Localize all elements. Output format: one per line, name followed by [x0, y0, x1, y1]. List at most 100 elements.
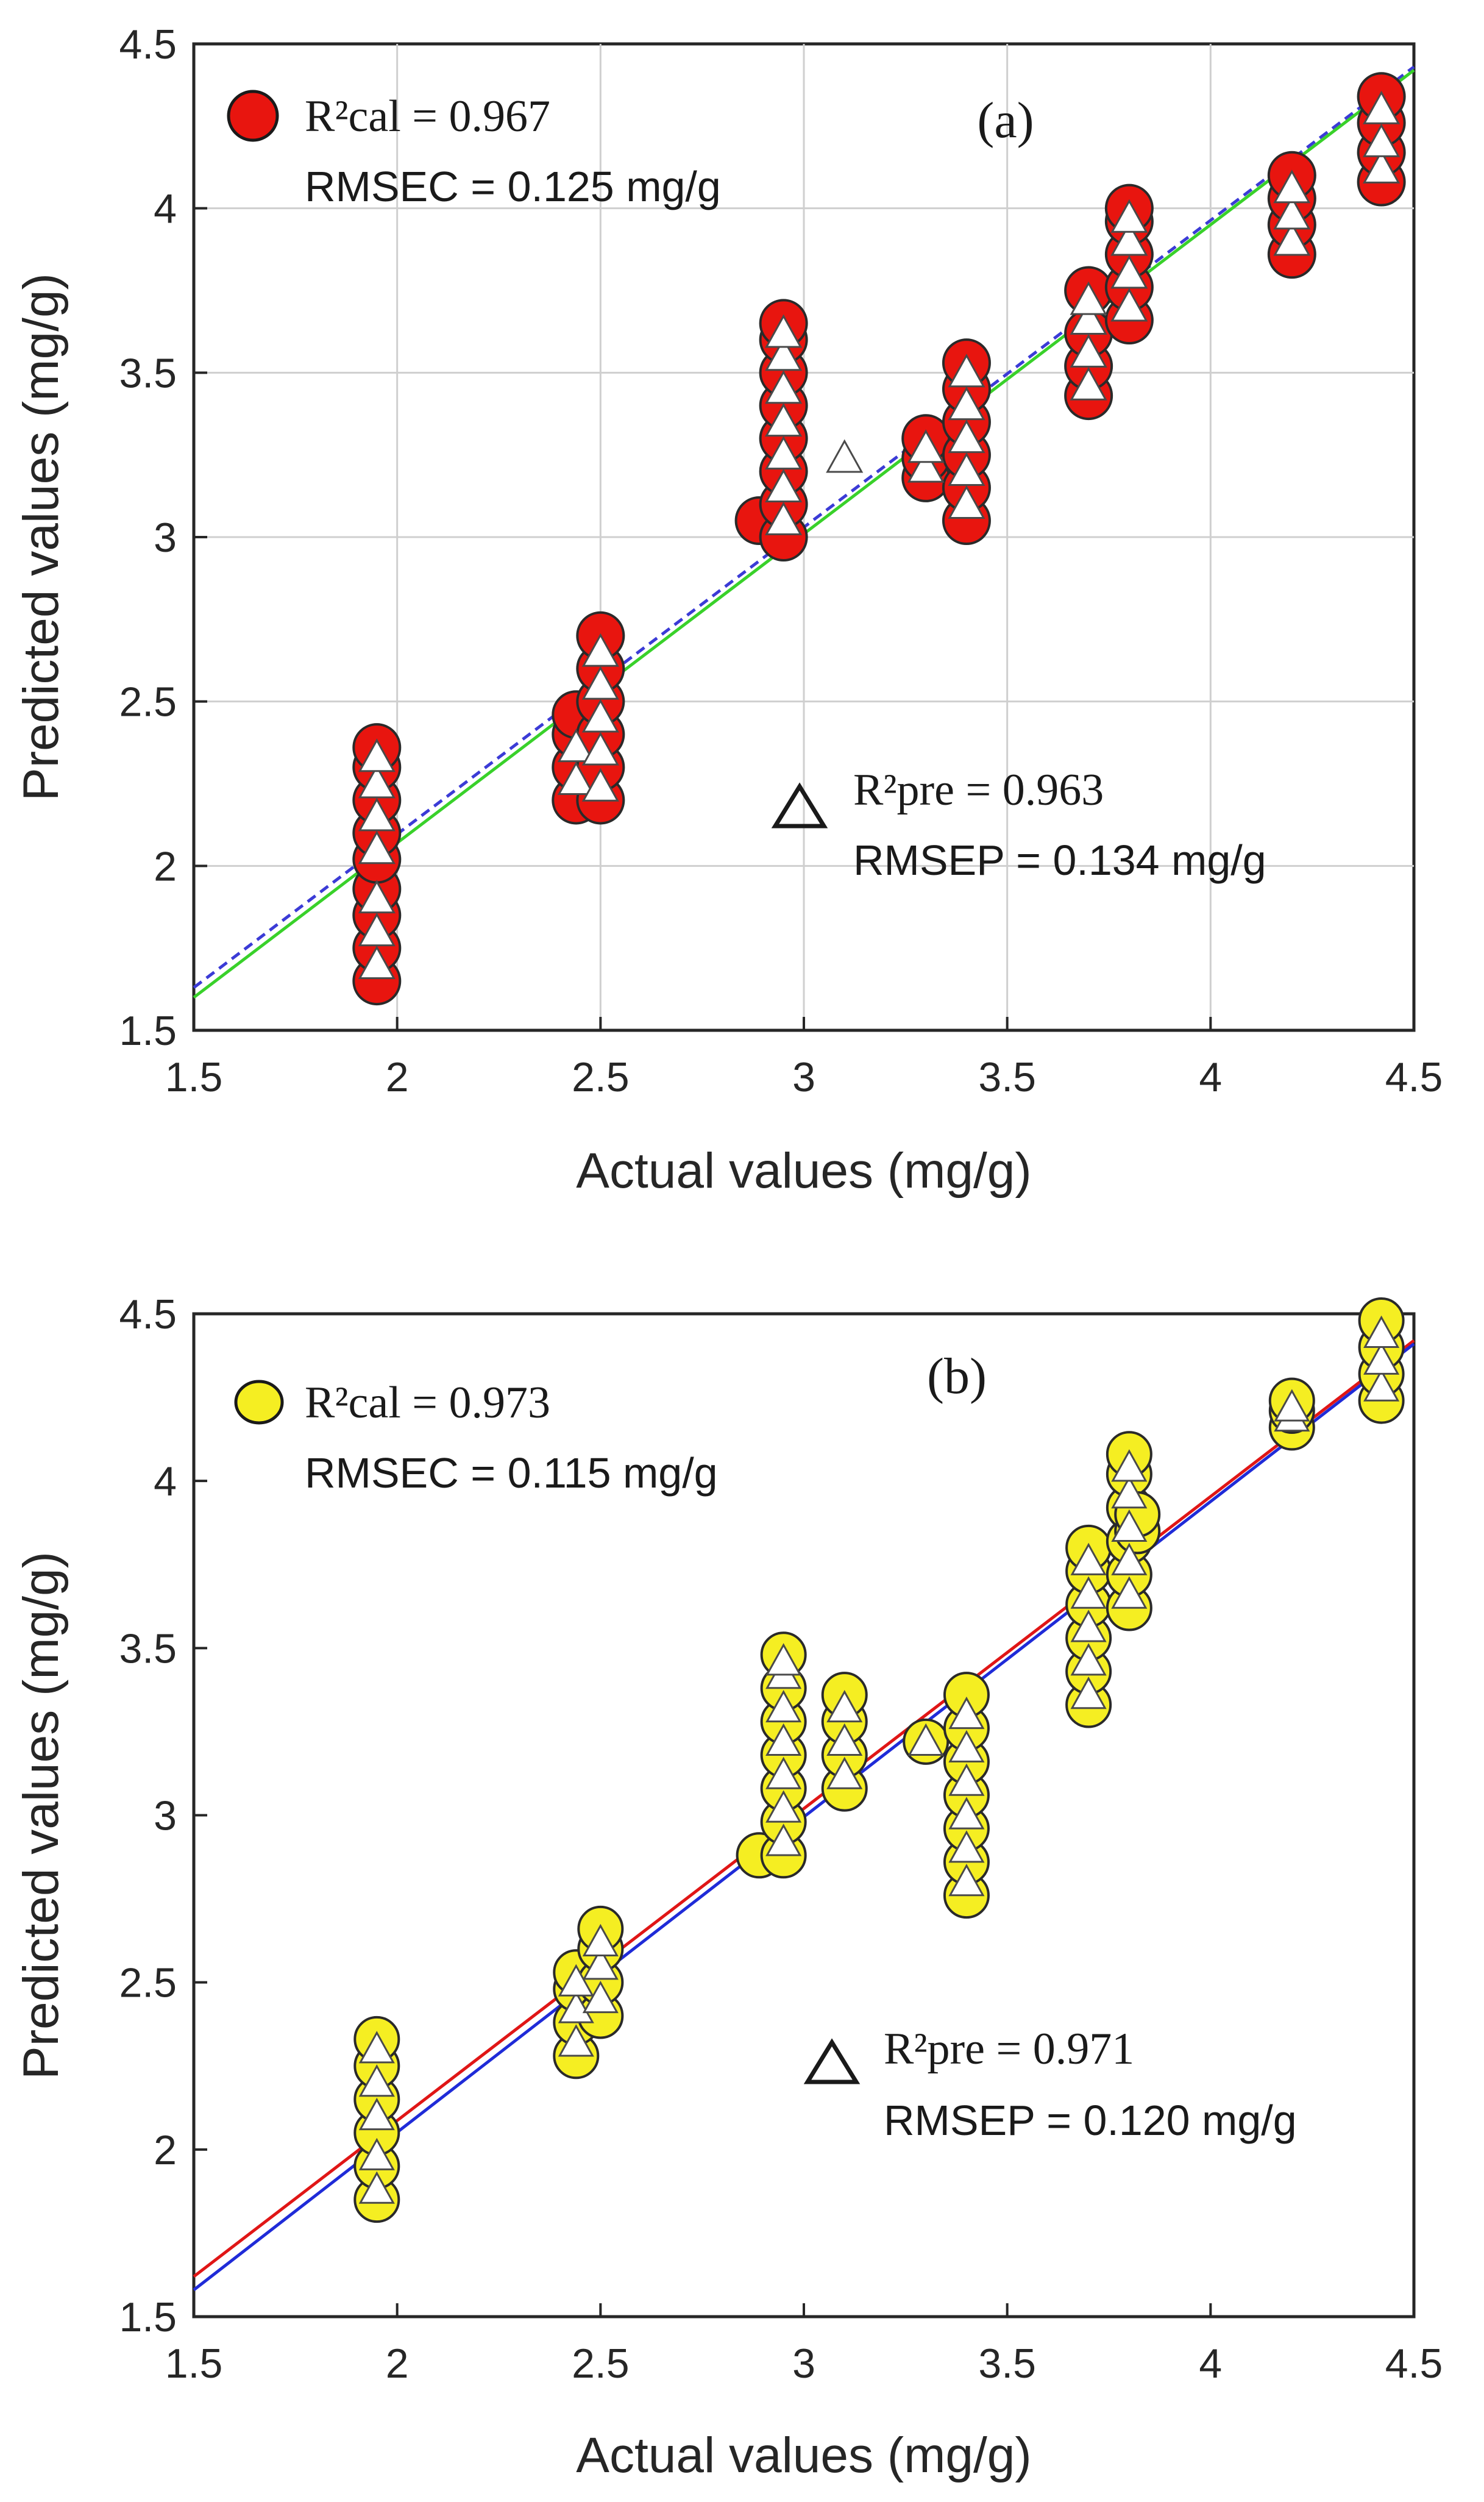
- panel-a: 1.5 2 2.5 3 3.5 4 4.5 1.5 2 2.5 3 3.5 4 4.5 Actual v…: [13, 21, 1443, 1199]
- prediction-point: [826, 439, 864, 473]
- prediction-point: [581, 633, 619, 667]
- prediction-point: [1110, 288, 1148, 322]
- prediction-point: [358, 764, 396, 799]
- prediction-point: [1070, 1609, 1107, 1642]
- pre-r2-b: R²pre = 0.971: [884, 2024, 1134, 2074]
- x-tick-label: 3.5: [978, 1054, 1036, 1100]
- pre-rmse-b: RMSEP = 0.120 mg/g: [884, 2097, 1297, 2144]
- x-tick-label: 4.5: [1385, 1054, 1443, 1100]
- prediction-point: [948, 452, 985, 486]
- prediction-point: [765, 1689, 802, 1723]
- prediction-point: [358, 946, 396, 980]
- prediction-point: [1070, 1643, 1107, 1676]
- prediction-point: [1111, 1509, 1148, 1542]
- prediction-point: [1363, 1369, 1400, 1402]
- x-axis-title-a: Actual values (mg/g): [576, 1143, 1031, 1199]
- prediction-point: [948, 1864, 985, 1897]
- prediction-point: [765, 1643, 802, 1676]
- panel-label-b: (b): [927, 1348, 987, 1405]
- prediction-point: [1110, 255, 1148, 289]
- prediction-point: [581, 666, 619, 700]
- prediction-point: [948, 419, 985, 454]
- y-axis-title-a: Predicted values (mg/g): [13, 273, 69, 801]
- prediction-point: [557, 761, 595, 796]
- prediction-point: [826, 1723, 863, 1756]
- legend-cal-marker-b: [234, 1380, 284, 1425]
- x-tick-label: 4.5: [1385, 2340, 1443, 2387]
- y-tick-label: 3.5: [119, 350, 177, 396]
- panel-label-a: (a): [977, 92, 1034, 149]
- cal-r2-a: R²cal = 0.967: [305, 91, 550, 141]
- prediction-point: [1070, 366, 1107, 401]
- pre-rmse-a: RMSEP = 0.134 mg/g: [853, 836, 1266, 884]
- x-tick-label: 4: [1199, 1054, 1222, 1100]
- prediction-point: [948, 1830, 985, 1863]
- prediction-point: [948, 1696, 985, 1730]
- prediction-point: [358, 830, 396, 864]
- prediction-point: [1273, 169, 1311, 204]
- prediction-point: [1070, 281, 1107, 315]
- prediction-point: [1111, 1576, 1148, 1609]
- legend-pre-marker-a: [771, 782, 828, 829]
- y-tick-label: 3: [154, 1793, 177, 1839]
- y-tick-label: 2.5: [119, 679, 177, 725]
- y-axis-title-b: Predicted values (mg/g): [13, 1552, 69, 2080]
- y-tick-label: 1.5: [119, 2294, 177, 2340]
- prediction-point: [558, 1991, 594, 2023]
- prediction-point: [358, 880, 396, 914]
- prediction-point: [358, 2031, 395, 2064]
- prediction-point: [1110, 222, 1148, 256]
- prediction-point: [1273, 196, 1311, 230]
- prediction-point: [907, 429, 945, 463]
- prediction-point: [765, 1723, 802, 1756]
- prediction-point: [581, 768, 619, 802]
- prediction-point: [765, 436, 803, 470]
- prediction-point: [765, 337, 803, 371]
- prediction-point: [1070, 1542, 1107, 1575]
- prediction-point: [1363, 123, 1401, 157]
- prediction-points-a: [358, 90, 1401, 980]
- y-tick-label: 3: [154, 515, 177, 561]
- prediction-point: [1070, 1677, 1107, 1709]
- x-tick-label: 3: [792, 2340, 815, 2387]
- prediction-point: [948, 1763, 985, 1796]
- legend-cal-marker-a: [227, 90, 279, 142]
- prediction-point: [582, 1980, 619, 2014]
- y-tick-label: 4: [154, 186, 177, 232]
- y-tick-label: 1.5: [119, 1008, 177, 1054]
- prediction-point: [948, 485, 985, 519]
- prediction-point: [765, 501, 803, 535]
- prediction-point: [581, 699, 619, 733]
- x-tick-label: 2.5: [572, 2340, 630, 2387]
- pre-r2-a: R²pre = 0.963: [853, 765, 1104, 815]
- x-ticks-a: 1.5 2 2.5 3 3.5 4 4.5: [165, 1017, 1443, 1100]
- x-tick-label: 3: [792, 1054, 815, 1100]
- prediction-point: [948, 1730, 985, 1762]
- prediction-point: [358, 2137, 395, 2170]
- prediction-point: [1363, 149, 1401, 184]
- x-tick-label: 2: [386, 1054, 409, 1100]
- prediction-point: [765, 469, 803, 502]
- y-tick-label: 4.5: [119, 1291, 177, 1338]
- y-ticks-a: 1.5 2 2.5 3 3.5 4 4.5: [119, 21, 207, 1054]
- prediction-point: [1070, 1576, 1107, 1609]
- prediction-point: [358, 2064, 395, 2097]
- x-tick-label: 1.5: [165, 1054, 223, 1100]
- cal-rmse-b: RMSEC = 0.115 mg/g: [305, 1449, 718, 1497]
- prediction-point: [765, 1756, 802, 1789]
- y-tick-label: 2.5: [119, 1960, 177, 2006]
- prediction-point: [1274, 1389, 1310, 1422]
- prediction-point: [948, 1797, 985, 1830]
- panel-b: 1.5 2 2.5 3 3.5 4 4.5 1.5 2 2.5 3 3.5 4 4.5 Actual v…: [13, 1291, 1443, 2483]
- prediction-point: [826, 1756, 863, 1789]
- prediction-point: [1070, 301, 1107, 335]
- prediction-point: [582, 1923, 619, 1956]
- x-ticks-b: 1.5 2 2.5 3 3.5 4 4.5: [165, 2303, 1443, 2387]
- prediction-point: [582, 1947, 619, 1980]
- prediction-point: [358, 2097, 395, 2131]
- prediction-point: [907, 1723, 944, 1756]
- x-axis-title-b: Actual values (mg/g): [576, 2428, 1031, 2483]
- prediction-point: [358, 797, 396, 832]
- prediction-point: [558, 1964, 594, 1997]
